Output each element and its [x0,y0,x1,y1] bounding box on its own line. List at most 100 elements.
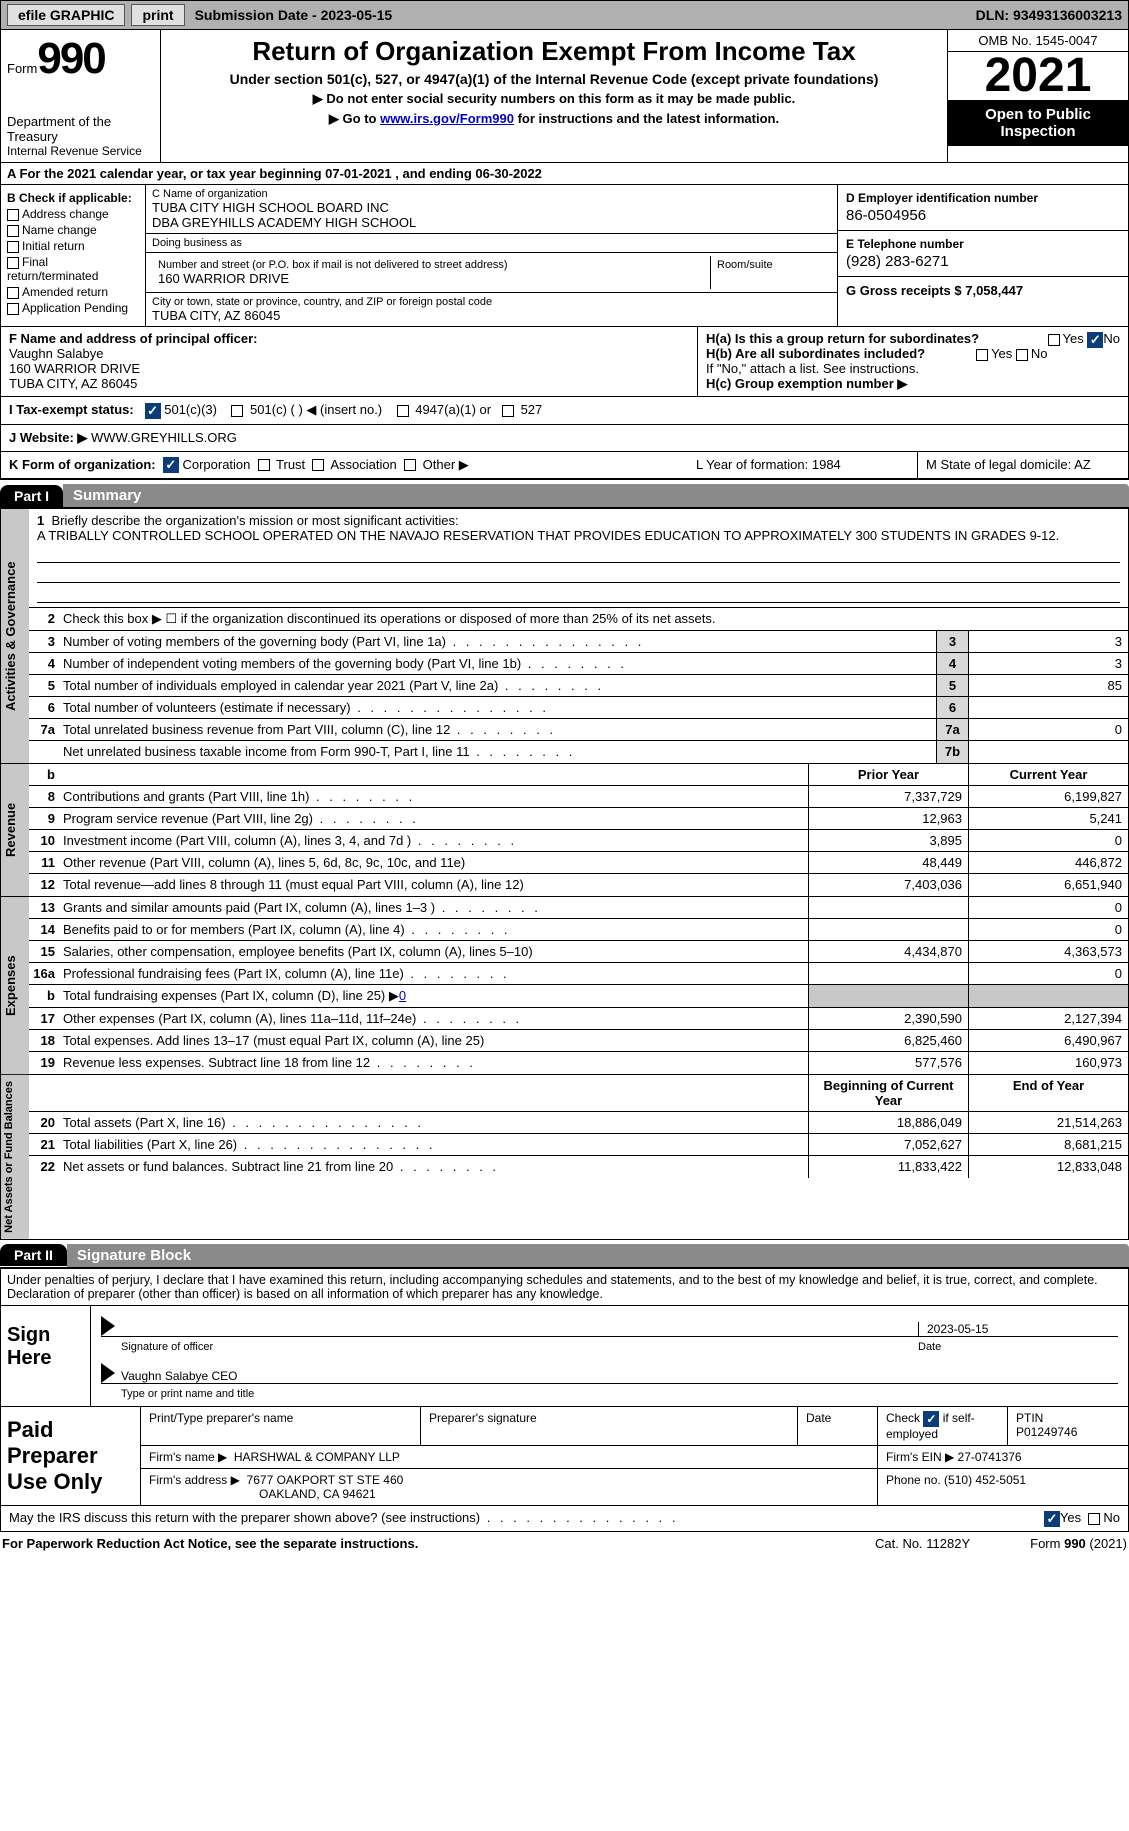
l11-desc: Other revenue (Part VIII, column (A), li… [59,852,808,873]
check-initial-return[interactable]: Initial return [7,239,139,253]
check-app-pending[interactable]: Application Pending [7,301,139,315]
mission-text: A TRIBALLY CONTROLLED SCHOOL OPERATED ON… [37,528,1059,543]
l16a-prior [808,963,968,984]
ptin-label: PTIN [1016,1411,1120,1425]
website-value: WWW.GREYHILLS.ORG [87,430,237,445]
dba-label: Doing business as [152,237,831,249]
check-name-change[interactable]: Name change [7,223,139,237]
check-amended[interactable]: Amended return [7,285,139,299]
l5-desc: Total number of individuals employed in … [59,675,936,696]
l20-desc: Total assets (Part X, line 16) [59,1112,808,1133]
tax-year: 2021 [948,52,1128,100]
part1-header: Part I Summary [0,484,1129,507]
state-domicile: M State of legal domicile: AZ [918,452,1128,479]
part1-title: Summary [63,484,1129,507]
l9-curr: 5,241 [968,808,1128,829]
l19-prior: 577,576 [808,1052,968,1074]
ptin-value: P01249746 [1016,1425,1120,1439]
treasury-dept: Department of the Treasury [7,114,154,144]
type-name-label: Type or print name and title [101,1388,1118,1400]
l21-end: 8,681,215 [968,1134,1128,1155]
l14-curr: 0 [968,919,1128,940]
l8-prior: 7,337,729 [808,786,968,807]
l16a-curr: 0 [968,963,1128,984]
discuss-text: May the IRS discuss this return with the… [9,1510,678,1527]
firm-addr-label: Firm's address ▶ [149,1473,240,1487]
discuss-row: May the IRS discuss this return with the… [0,1506,1129,1532]
l13-curr: 0 [968,897,1128,918]
l22-beg: 11,833,422 [808,1156,968,1178]
l8-curr: 6,199,827 [968,786,1128,807]
l16b-curr [968,985,1128,1007]
gross-receipts: G Gross receipts $ 7,058,447 [846,283,1120,298]
bottom-line: For Paperwork Reduction Act Notice, see … [0,1532,1129,1555]
perjury-text: Under penalties of perjury, I declare th… [1,1269,1128,1305]
l18-prior: 6,825,460 [808,1030,968,1051]
l12-curr: 6,651,940 [968,874,1128,896]
l11-curr: 446,872 [968,852,1128,873]
l4-desc: Number of independent voting members of … [59,653,936,674]
l16b-desc: Total fundraising expenses (Part IX, col… [59,985,808,1007]
preparer-block: Paid Preparer Use Only Print/Type prepar… [0,1407,1129,1506]
l10-prior: 3,895 [808,830,968,851]
top-toolbar: efile GRAPHIC print Submission Date - 20… [0,0,1129,30]
officer-label: F Name and address of principal officer: [9,331,689,346]
sig-date-label: Date [918,1341,1118,1353]
l21-beg: 7,052,627 [808,1134,968,1155]
hb-note: If "No," attach a list. See instructions… [706,361,1120,376]
submission-date: Submission Date - 2023-05-15 [195,7,393,23]
part2-tab: Part II [0,1244,67,1266]
form-header: Form 990 Department of the Treasury Inte… [0,30,1129,163]
l2-desc: Check this box ▶ ☐ if the organization d… [59,608,1128,630]
l11-prior: 48,449 [808,852,968,873]
check-address-change[interactable]: Address change [7,207,139,221]
tax-exempt-row: I Tax-exempt status: ✓ 501(c)(3) 501(c) … [0,397,1129,425]
discuss-yes-check[interactable]: ✓ [1044,1511,1060,1527]
l1-label: Briefly describe the organization's miss… [51,513,458,528]
tel-value: (928) 283-6271 [846,253,1120,270]
l12-prior: 7,403,036 [808,874,968,896]
vtab-expenses: Expenses [1,897,29,1074]
irs-label: Internal Revenue Service [7,144,154,158]
hdr-prior: Prior Year [808,764,968,785]
check-corp[interactable]: ✓ [163,457,179,473]
l21-desc: Total liabilities (Part X, line 26) [59,1134,808,1155]
col-b-header: B Check if applicable: [7,191,139,205]
part2-header: Part II Signature Block [0,1244,1129,1267]
l16b-link[interactable]: 0 [399,988,406,1003]
l19-curr: 160,973 [968,1052,1128,1074]
l16a-desc: Professional fundraising fees (Part IX, … [59,963,808,984]
form-subtitle: Under section 501(c), 527, or 4947(a)(1)… [169,71,939,87]
check-final-return[interactable]: Final return/terminated [7,255,139,283]
print-button[interactable]: print [131,4,184,26]
firm-ein: 27-0741376 [958,1450,1022,1464]
street-value: 160 WARRIOR DRIVE [158,271,704,286]
arrow-icon [101,1363,115,1383]
ein-value: 86-0504956 [846,207,1120,224]
row-a-period: A For the 2021 calendar year, or tax yea… [0,163,1129,185]
pt-sig-label: Preparer's signature [421,1407,798,1445]
form-label: Form [7,61,37,76]
sig-date: 2023-05-15 [918,1322,1118,1336]
ha-row: H(a) Is this a group return for subordin… [706,331,1120,346]
l13-desc: Grants and similar amounts paid (Part IX… [59,897,808,918]
street-label: Number and street (or P.O. box if mail i… [158,259,704,271]
hc-row: H(c) Group exemption number ▶ [706,376,1120,392]
hdr-end: End of Year [968,1075,1128,1111]
l14-prior [808,919,968,940]
l17-prior: 2,390,590 [808,1008,968,1029]
efile-button[interactable]: efile GRAPHIC [7,4,125,26]
check-501c3[interactable]: ✓ [145,403,161,419]
officer-name: Vaughn Salabye [9,346,689,361]
officer-typed-name: Vaughn Salabye CEO [121,1369,1118,1383]
cat-no: Cat. No. 11282Y [875,1536,970,1551]
pt-name-label: Print/Type preparer's name [141,1407,421,1445]
irs-link[interactable]: www.irs.gov/Form990 [380,111,514,126]
l3-desc: Number of voting members of the governin… [59,631,936,652]
firm-ein-label: Firm's EIN ▶ [886,1450,954,1464]
form-title: Return of Organization Exempt From Incom… [169,36,939,67]
l15-prior: 4,434,870 [808,941,968,962]
l7b-val [968,741,1128,763]
l7b-desc: Net unrelated business taxable income fr… [59,741,936,763]
l6-desc: Total number of volunteers (estimate if … [59,697,936,718]
